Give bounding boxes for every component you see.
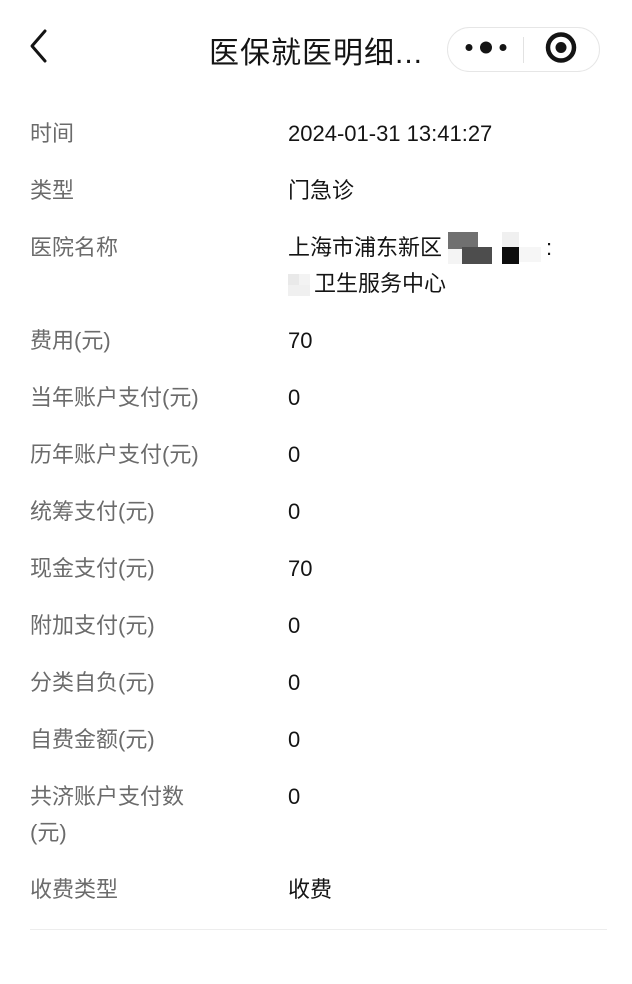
detail-row-current-year-account-pay: 当年账户支付(元) 0 <box>30 380 607 416</box>
hospital-redaction-line1 <box>442 230 546 266</box>
hospital-redaction-line2 <box>288 266 314 300</box>
redaction-block <box>448 232 479 249</box>
navigation-bar: 医保就医明细... <box>0 0 632 96</box>
detail-content: 时间 2024-01-31 13:41:27 类型 门急诊医院名称 上海市浦东新区: 卫生… <box>0 96 632 930</box>
row-value: 0 <box>288 385 301 410</box>
bottom-divider <box>30 929 607 930</box>
capsule-divider <box>523 36 524 63</box>
row-value: 0 <box>288 670 301 695</box>
row-value: 上海市浦东新区: 卫生服务中心 <box>288 230 607 302</box>
home-button[interactable] <box>524 28 599 71</box>
row-value: 2024-01-31 13:41:27 <box>288 121 493 146</box>
detail-row-charge-type: 收费类型 收费 <box>30 872 607 908</box>
back-button[interactable] <box>20 26 56 70</box>
more-button[interactable] <box>448 28 523 71</box>
detail-row-type: 类型 门急诊 <box>30 173 607 209</box>
row-value: 0 <box>288 442 301 467</box>
row-value: 70 <box>288 328 313 353</box>
row-value: 收费 <box>288 877 333 902</box>
redaction-block <box>299 274 310 285</box>
row-label: 共济账户支付数(元) <box>30 784 185 845</box>
redaction-block <box>502 232 520 249</box>
row-label: 类型 <box>30 178 75 203</box>
row-value: 0 <box>288 499 301 524</box>
row-label: 现金支付(元) <box>30 556 155 581</box>
row-label: 当年账户支付(元) <box>30 385 199 410</box>
detail-row-self-funded-amount: 自费金额(元) 0 <box>30 722 607 758</box>
detail-list: 时间 2024-01-31 13:41:27 类型 门急诊医院名称 上海市浦东新区: 卫生… <box>30 116 607 908</box>
detail-row-pooling-pay: 统筹支付(元) 0 <box>30 494 607 530</box>
row-label: 统筹支付(元) <box>30 499 155 524</box>
row-label: 自费金额(元) <box>30 727 155 752</box>
miniprogram-capsule <box>447 27 600 72</box>
row-value: 0 <box>288 613 301 638</box>
row-label: 附加支付(元) <box>30 613 155 638</box>
redaction-block <box>288 285 310 296</box>
detail-row-classified-self-pay: 分类自负(元) 0 <box>30 665 607 701</box>
detail-row-mutual-account-pay: 共济账户支付数(元) 0 <box>30 779 607 851</box>
redaction-block <box>519 247 542 262</box>
hospital-name-visible: 上海市浦东新区 <box>288 235 443 260</box>
row-label: 时间 <box>30 121 75 146</box>
row-label: 费用(元) <box>30 328 111 353</box>
page-title: 医保就医明细... <box>208 37 424 70</box>
detail-row-time: 时间 2024-01-31 13:41:27 <box>30 116 607 152</box>
detail-row-hospital: 医院名称 上海市浦东新区: 卫生服务中心 <box>30 230 607 302</box>
row-value: 0 <box>288 727 301 752</box>
chevron-left-icon <box>27 27 49 70</box>
detail-row-additional-pay: 附加支付(元) 0 <box>30 608 607 644</box>
row-label: 分类自负(元) <box>30 670 155 695</box>
hospital-name-tail: : <box>546 235 553 260</box>
row-label: 收费类型 <box>30 877 119 902</box>
detail-row-past-year-account-pay: 历年账户支付(元) 0 <box>30 437 607 473</box>
row-value: 0 <box>288 784 301 809</box>
hospital-name-line2: 卫生服务中心 <box>314 271 447 296</box>
three-dots-icon <box>459 25 513 75</box>
row-label: 医院名称 <box>30 235 119 260</box>
detail-row-cash-pay: 现金支付(元) 70 <box>30 551 607 587</box>
redaction-block <box>462 247 493 264</box>
row-label: 历年账户支付(元) <box>30 442 199 467</box>
row-value: 70 <box>288 556 313 581</box>
row-value: 门急诊 <box>288 178 355 203</box>
redaction-block <box>502 247 520 264</box>
redaction-block <box>288 274 299 285</box>
target-circle-icon <box>541 25 581 75</box>
detail-row-fee: 费用(元) 70 <box>30 323 607 359</box>
redaction-block <box>448 249 463 264</box>
